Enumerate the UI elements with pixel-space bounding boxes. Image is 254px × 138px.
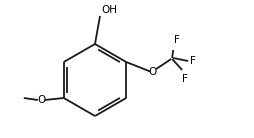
Text: OH: OH bbox=[101, 5, 117, 15]
Text: F: F bbox=[174, 35, 180, 45]
Text: F: F bbox=[190, 56, 196, 66]
Text: O: O bbox=[38, 95, 46, 105]
Text: F: F bbox=[182, 74, 188, 84]
Text: O: O bbox=[148, 67, 156, 77]
